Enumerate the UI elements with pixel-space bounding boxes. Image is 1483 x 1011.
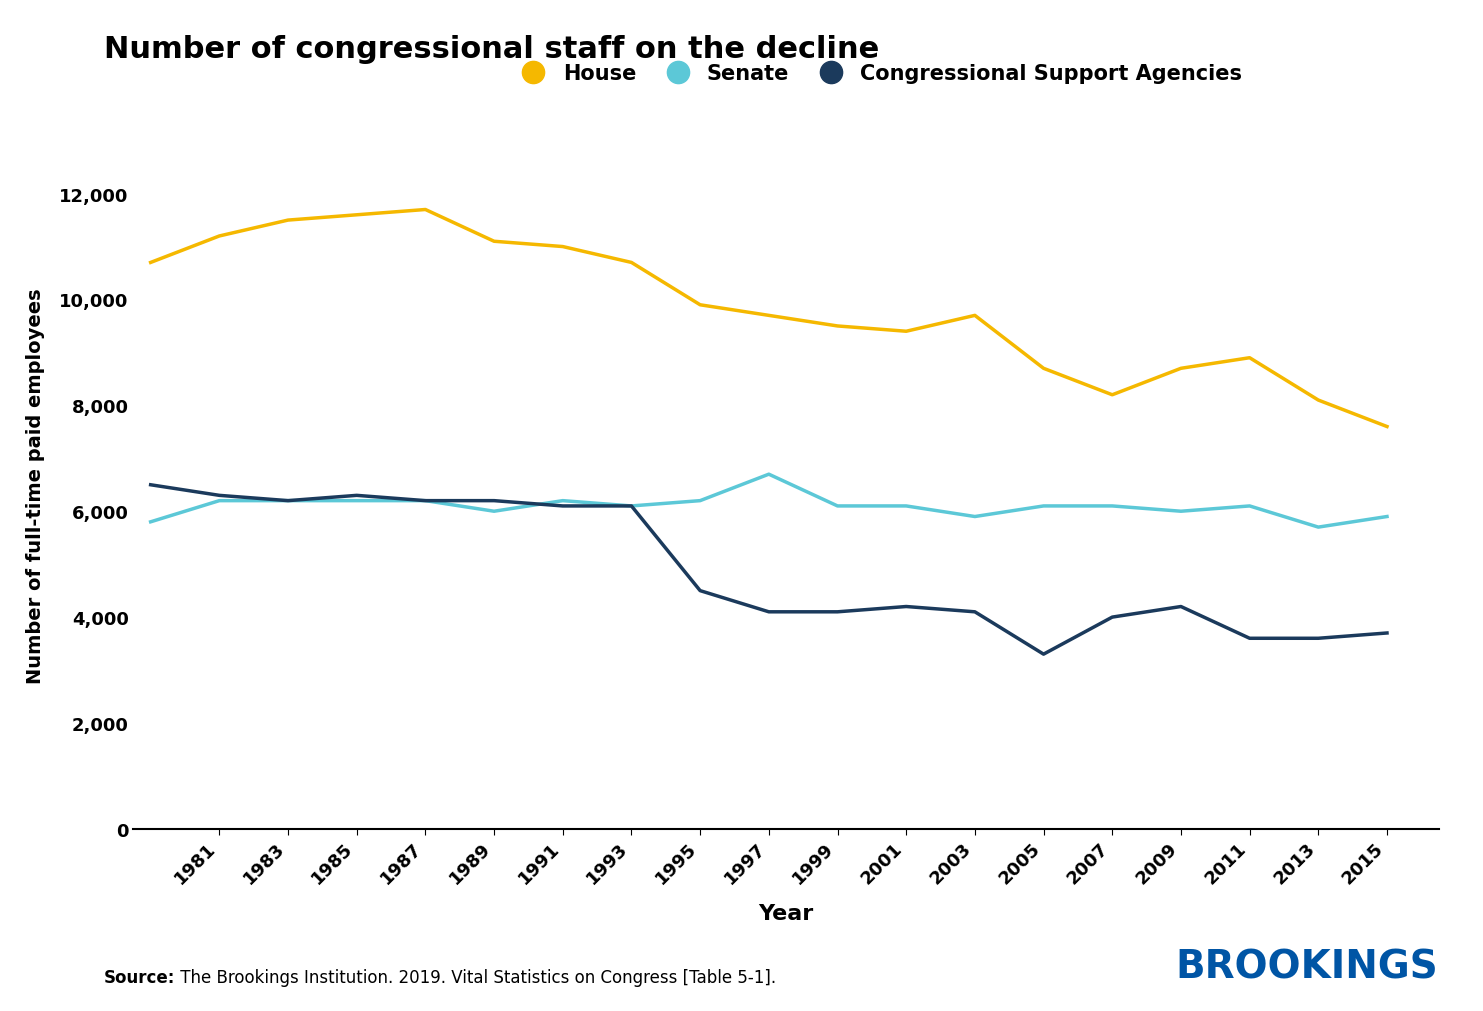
Y-axis label: Number of full-time paid employees: Number of full-time paid employees (27, 288, 46, 682)
X-axis label: Year: Year (758, 904, 814, 923)
Text: BROOKINGS: BROOKINGS (1176, 947, 1439, 986)
Text: Source:: Source: (104, 968, 175, 986)
Text: Number of congressional staff on the decline: Number of congressional staff on the dec… (104, 35, 879, 65)
Text: The Brookings Institution. 2019. Vital Statistics on Congress [Table 5-1].: The Brookings Institution. 2019. Vital S… (175, 968, 776, 986)
Legend: House, Senate, Congressional Support Agencies: House, Senate, Congressional Support Age… (504, 56, 1250, 92)
